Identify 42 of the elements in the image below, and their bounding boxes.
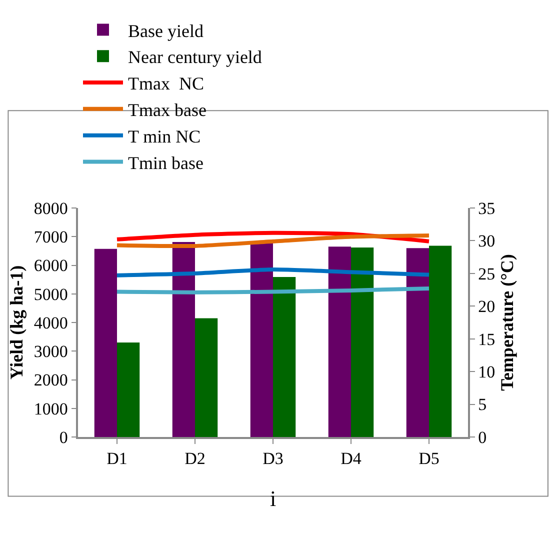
- y2-tick-label: 30: [478, 232, 496, 251]
- y2-axis-title: Temperature (°C): [496, 254, 517, 391]
- legend-label: Base yield: [128, 20, 204, 41]
- y-tick-label: 4000: [34, 313, 68, 332]
- y-tick-label: 7000: [34, 228, 68, 247]
- legend-label: Tmin base: [128, 152, 204, 173]
- y-tick-label: 2000: [34, 370, 68, 390]
- bar: [195, 318, 218, 437]
- legend-label: Tmax NC: [128, 74, 204, 94]
- y-tick-label: 6000: [34, 256, 68, 276]
- y2-tick-label: 5: [478, 395, 487, 414]
- y2-tick-label: 20: [478, 297, 496, 316]
- y-tick-label: 1000: [34, 399, 68, 418]
- y-tick-label: 3000: [34, 342, 68, 362]
- x-tick-label: D3: [262, 449, 284, 468]
- bar: [94, 248, 117, 437]
- legend-label: T min NC: [128, 126, 201, 146]
- bar: [429, 246, 452, 437]
- y-tick-label: 5000: [34, 284, 68, 304]
- text: i: [270, 486, 276, 511]
- bar: [406, 248, 429, 437]
- line-series: [115, 233, 431, 248]
- x-tick-label: D2: [184, 449, 206, 468]
- y2-tick-label: 35: [478, 198, 496, 218]
- x-tick-label: D4: [340, 449, 362, 468]
- y2-tick-label: 0: [478, 428, 487, 447]
- bar: [328, 246, 351, 437]
- bar: [351, 248, 374, 437]
- y-tick-label: 8000: [34, 198, 68, 218]
- y-tick-label: 0: [59, 428, 68, 447]
- y2-tick-label: 10: [478, 362, 496, 382]
- bar: [273, 276, 296, 437]
- y2-tick-label: 25: [478, 264, 496, 284]
- bar: [250, 242, 273, 437]
- y-axis-title: Yield (kg ha-1): [6, 265, 27, 380]
- legend-label: Near century yield: [128, 47, 262, 68]
- x-tick-label: D5: [418, 449, 440, 468]
- y2-tick-label: 15: [478, 330, 496, 349]
- x-tick-label: D1: [106, 449, 128, 468]
- legend-label: Tmax base: [128, 100, 206, 120]
- bar: [117, 342, 140, 437]
- bar: [172, 242, 195, 437]
